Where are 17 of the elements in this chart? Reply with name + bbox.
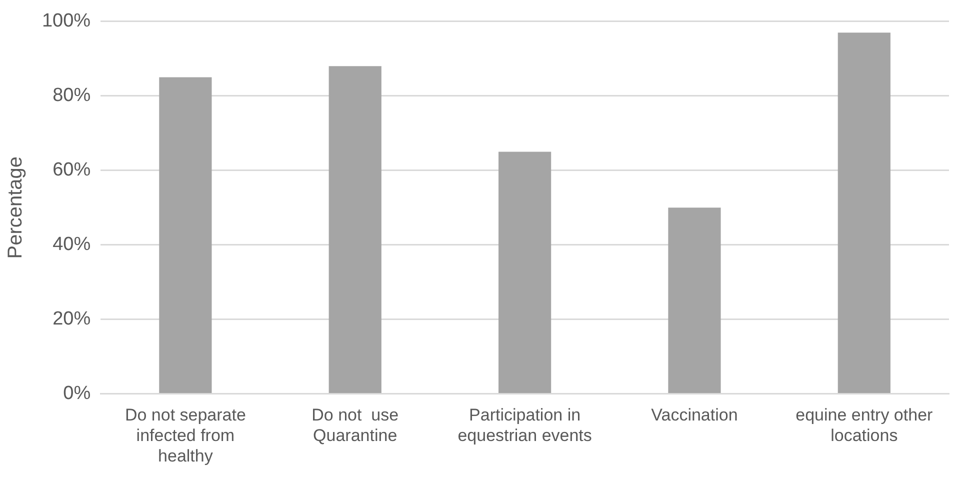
y-tick-label: 100% xyxy=(42,10,91,32)
bar xyxy=(498,152,552,394)
bar xyxy=(838,32,890,394)
bar xyxy=(159,77,212,394)
x-tick-label: equine entry other locations xyxy=(796,406,934,446)
x-tick-label: Do not separate infected from healthy xyxy=(124,406,246,466)
x-tick-label: Vaccination xyxy=(651,406,738,425)
y-tick-label: 20% xyxy=(52,308,91,330)
y-tick-label: 80% xyxy=(52,85,91,106)
bar xyxy=(328,66,382,394)
x-tick-label: Participation in equestrian events xyxy=(458,406,592,446)
bar xyxy=(668,208,721,394)
y-tick-label: 60% xyxy=(52,160,91,181)
x-tick-label: Do not use Quarantine xyxy=(312,406,399,446)
y-tick-label: 0% xyxy=(63,383,91,404)
y-tick-label: 40% xyxy=(52,234,91,256)
y-axis-title: Percentage xyxy=(4,156,27,259)
